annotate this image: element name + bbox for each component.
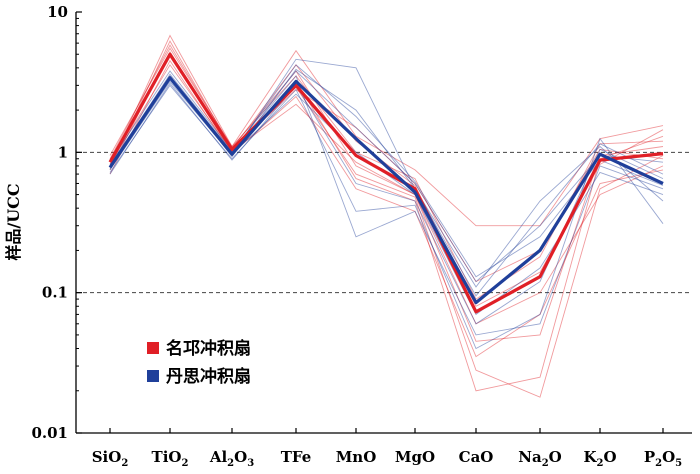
mean-line-dansi: [108, 76, 664, 305]
category-label: TiO2: [152, 448, 189, 469]
legend-swatch: [147, 342, 159, 354]
tick-labels: 0.01 0.1 1 10: [31, 3, 664, 442]
sample-line: [109, 44, 664, 342]
sample-line: [109, 73, 664, 336]
sample-line: [109, 34, 664, 227]
sample-line: [109, 64, 664, 325]
category-label: K2O: [583, 448, 616, 469]
category-label: CaO: [459, 448, 494, 466]
y-tick-label: 1: [58, 143, 68, 161]
sample-line: [109, 84, 664, 350]
legend-label: 名邛冲积扇: [166, 338, 251, 359]
category-label: P2O5: [644, 448, 682, 469]
sample-line: [109, 59, 664, 358]
category-label: Al2O3: [209, 448, 254, 469]
y-axis-label: 样品/UCC: [4, 183, 23, 260]
y-tick-label: 0.1: [42, 284, 68, 302]
axes: [75, 12, 692, 434]
category-label: MnO: [336, 448, 377, 466]
category-label: MgO: [395, 448, 435, 466]
sample-line: [109, 70, 664, 283]
mean-lines: [108, 52, 664, 314]
category-label: Na2O: [518, 448, 561, 469]
category-labels: SiO2 TiO2 Al2O3 TFe MnO MgO CaO Na2O K2O P2O5: [92, 448, 682, 469]
category-label: SiO2: [92, 448, 129, 469]
legend-label: 丹思冲积扇: [166, 366, 251, 387]
legend-swatch: [147, 370, 159, 382]
reference-lines: [76, 151, 692, 294]
mean-line-mingqiong: [108, 52, 664, 314]
category-label: TFe: [281, 448, 312, 466]
y-tick-label: 0.01: [31, 424, 68, 442]
y-tick-label: 10: [47, 3, 68, 21]
